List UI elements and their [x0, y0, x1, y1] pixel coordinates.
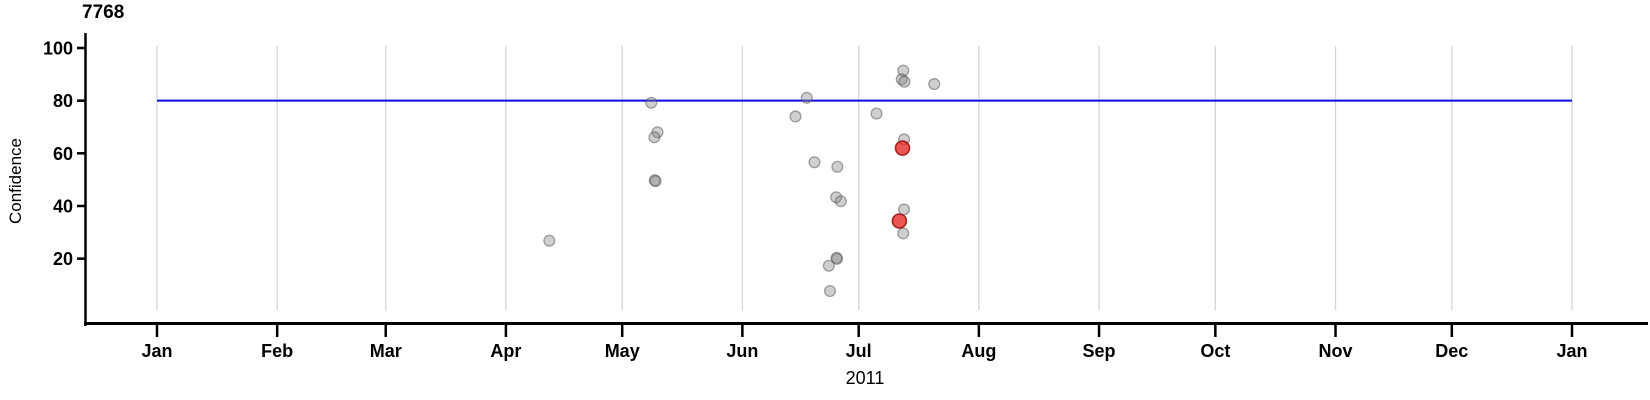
data-point — [831, 160, 844, 173]
x-tick-label: Mar — [370, 341, 402, 361]
y-tick-label: 40 — [53, 196, 73, 216]
x-axis-title: 2011 — [845, 368, 885, 388]
data-point-red — [894, 140, 911, 156]
data-point — [928, 78, 941, 91]
plot-title: 7768 — [82, 2, 125, 23]
data-point — [800, 91, 813, 104]
x-tick-label: Sep — [1083, 341, 1116, 361]
y-tick-label: 100 — [43, 39, 73, 59]
data-point — [808, 156, 821, 169]
x-tick-label: Jun — [726, 341, 758, 361]
data-point — [898, 75, 911, 88]
data-point — [830, 252, 844, 265]
x-tick-label: Feb — [261, 341, 293, 361]
data-point — [648, 131, 661, 144]
data-point — [645, 96, 658, 109]
data-point — [823, 284, 837, 298]
x-tick-label: Dec — [1435, 341, 1468, 361]
y-axis-title: Confidence — [6, 138, 25, 225]
x-tick-label: Nov — [1319, 341, 1353, 361]
x-tick-label: Jan — [1556, 341, 1587, 361]
x-tick-label: Jan — [141, 341, 172, 361]
x-tick-label: Aug — [961, 341, 996, 361]
data-point — [870, 107, 883, 120]
data-point-red — [891, 213, 908, 229]
x-tick-label: Jul — [846, 341, 872, 361]
data-point — [897, 227, 910, 240]
data-point — [543, 234, 556, 247]
x-tick-label: Apr — [490, 341, 521, 361]
data-point — [822, 259, 835, 272]
data-point — [834, 195, 847, 208]
y-tick-label: 60 — [53, 144, 73, 164]
data-point — [897, 203, 911, 216]
x-tick-label: Oct — [1200, 341, 1230, 361]
x-tick-label: May — [605, 341, 640, 361]
y-tick-label: 80 — [53, 91, 73, 111]
y-tick-label: 20 — [53, 249, 73, 269]
data-point — [789, 110, 802, 123]
data-point — [649, 175, 662, 188]
